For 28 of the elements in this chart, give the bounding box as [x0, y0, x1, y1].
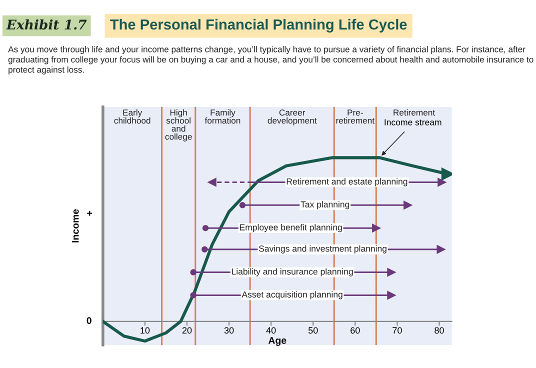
x-tick-label: 10	[140, 327, 150, 334]
series-label: Liability and insurance planning	[232, 268, 353, 276]
band-label: Pre- retirement	[336, 110, 374, 124]
series-label: Asset acquisition planning	[242, 291, 342, 300]
annotation: 0	[86, 317, 92, 324]
band-label: Retirement	[394, 109, 436, 116]
x-tick-label: 20	[182, 327, 192, 334]
series-label: Employee benefit planning	[240, 224, 342, 232]
series-label: Savings and investment planning	[258, 245, 386, 254]
x-tick-label: 70	[392, 327, 402, 334]
band-label: High school and college	[165, 109, 192, 142]
band-label: Early childhood	[114, 109, 150, 124]
x-tick-label: 80	[434, 327, 444, 334]
x-tick-label: 40	[266, 327, 276, 334]
text: Income stream	[384, 119, 442, 126]
band-label: Family formation	[204, 109, 240, 124]
text: Exhibit 1.7	[6, 19, 87, 30]
chart-title: The Personal Financial Planning Life Cycle	[110, 18, 407, 33]
x-tick-label: 50	[308, 327, 318, 334]
x-axis-title: Age	[268, 337, 286, 346]
series-label: Retirement and estate planning	[286, 178, 408, 186]
chart-subtitle: As you move through life and your income patterns change, you’ll typically have to pursue a variety of financial plans. For instance, after graduating from college your focus will be on buying a car and a house, and you’ll be concerned about health and automobile insurance to protect against loss.	[8, 46, 534, 74]
y-axis-title: Income	[72, 209, 79, 242]
x-tick-label: 30	[224, 327, 234, 334]
x-tick-label: 60	[350, 327, 360, 334]
text: +	[87, 210, 92, 216]
band-label: Career development	[268, 110, 317, 126]
series-label: Tax planning	[300, 201, 350, 210]
